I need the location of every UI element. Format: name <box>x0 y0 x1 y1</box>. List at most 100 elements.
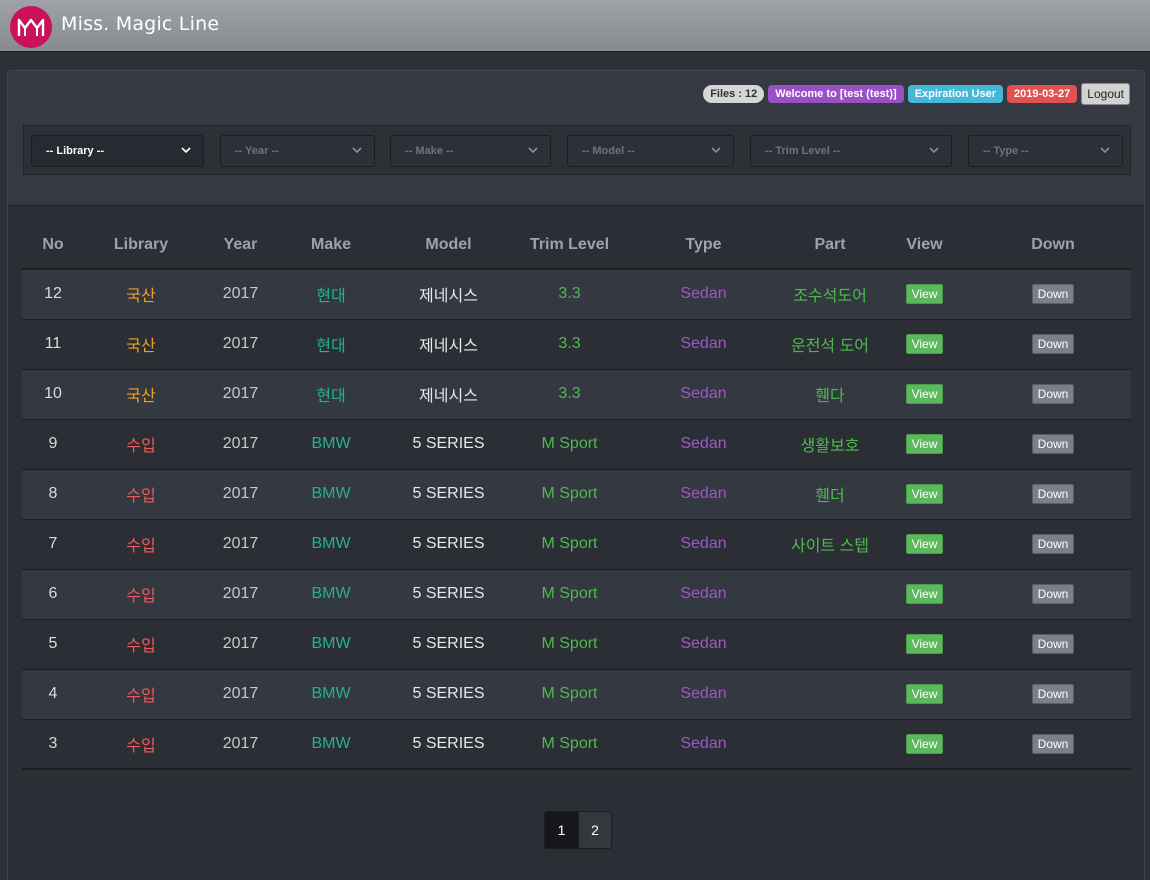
col-header-library[interactable]: Library <box>84 221 198 270</box>
page-button-2[interactable]: 2 <box>578 812 611 848</box>
view-button[interactable]: View <box>905 684 944 704</box>
cell-type: Sedan <box>621 719 786 770</box>
cell-type: Sedan <box>621 419 786 470</box>
col-header-model[interactable]: Model <box>379 221 518 270</box>
make-select[interactable]: -- Make -- <box>390 135 551 167</box>
cell-view: View <box>874 569 975 620</box>
cell-model: 5 SERIES <box>379 519 518 570</box>
download-button[interactable]: Down <box>1031 584 1075 604</box>
cell-model: 제네시스 <box>379 269 518 320</box>
type-select[interactable]: -- Type -- <box>968 135 1123 167</box>
cell-model: 5 SERIES <box>379 419 518 470</box>
cell-year: 2017 <box>198 269 283 320</box>
expiration-badge: Expiration User <box>907 85 1004 103</box>
year-select[interactable]: -- Year -- <box>220 135 375 167</box>
cell-view: View <box>874 619 975 670</box>
view-button[interactable]: View <box>905 634 944 654</box>
cell-year: 2017 <box>198 619 283 670</box>
cell-year: 2017 <box>198 519 283 570</box>
download-button[interactable]: Down <box>1031 534 1075 554</box>
download-button[interactable]: Down <box>1031 684 1075 704</box>
cell-library: 국산 <box>84 369 198 420</box>
cell-model: 5 SERIES <box>379 669 518 720</box>
download-button[interactable]: Down <box>1031 733 1075 754</box>
view-button[interactable]: View <box>905 733 944 754</box>
col-header-part[interactable]: Part <box>786 221 874 270</box>
download-button[interactable]: Down <box>1031 484 1075 504</box>
col-header-trim-level[interactable]: Trim Level <box>518 221 621 270</box>
cell-view: View <box>874 319 975 370</box>
cell-model: 제네시스 <box>379 369 518 420</box>
cell-library: 수입 <box>84 619 198 670</box>
cell-down: Down <box>975 419 1131 470</box>
cell-no: 6 <box>22 569 84 620</box>
cell-down: Down <box>975 669 1131 720</box>
cell-down: Down <box>975 519 1131 570</box>
brand-title[interactable]: Miss. Magic Line <box>61 13 220 35</box>
files-table: No Library Year Make Model Trim Level Ty… <box>22 221 1131 770</box>
cell-make: 현대 <box>283 319 379 370</box>
cell-no: 7 <box>22 519 84 570</box>
cell-make: BMW <box>283 419 379 470</box>
cell-trim: M Sport <box>518 619 621 670</box>
model-select[interactable]: -- Model -- <box>567 135 734 167</box>
library-select[interactable]: -- Library -- <box>31 135 204 167</box>
download-button[interactable]: Down <box>1031 434 1075 454</box>
view-button[interactable]: View <box>905 384 944 404</box>
chevron-down-icon <box>929 147 939 154</box>
cell-view: View <box>874 419 975 470</box>
cell-down: Down <box>975 469 1131 520</box>
cell-trim: M Sport <box>518 519 621 570</box>
cell-trim: M Sport <box>518 419 621 470</box>
cell-part: 휀다 <box>786 369 874 420</box>
download-button[interactable]: Down <box>1031 384 1075 404</box>
download-button[interactable]: Down <box>1031 634 1075 654</box>
cell-type: Sedan <box>621 269 786 320</box>
col-header-make[interactable]: Make <box>283 221 379 270</box>
view-button[interactable]: View <box>905 484 944 504</box>
expiration-date-badge: 2019-03-27 <box>1007 85 1078 103</box>
cell-year: 2017 <box>198 319 283 370</box>
col-header-year[interactable]: Year <box>198 221 283 270</box>
brand-logo[interactable] <box>10 6 52 48</box>
cell-no: 12 <box>22 269 84 320</box>
mm-monogram-icon <box>17 18 45 36</box>
make-select-label: -- Make -- <box>405 145 454 157</box>
table-row: 3 수입 2017 BMW 5 SERIES M Sport Sedan Vie… <box>22 719 1131 770</box>
cell-no: 11 <box>22 319 84 370</box>
col-header-type[interactable]: Type <box>621 221 786 270</box>
cell-down: Down <box>975 569 1131 620</box>
cell-year: 2017 <box>198 369 283 420</box>
model-select-label: -- Model -- <box>582 145 635 157</box>
cell-view: View <box>874 669 975 720</box>
table-row: 5 수입 2017 BMW 5 SERIES M Sport Sedan Vie… <box>22 619 1131 670</box>
logout-button[interactable]: Logout <box>1081 83 1130 105</box>
cell-part <box>786 569 874 620</box>
cell-view: View <box>874 369 975 420</box>
view-button[interactable]: View <box>905 334 944 354</box>
cell-type: Sedan <box>621 569 786 620</box>
cell-trim: 3.3 <box>518 369 621 420</box>
col-header-down: Down <box>975 221 1131 270</box>
cell-model: 5 SERIES <box>379 469 518 520</box>
trim-level-select[interactable]: -- Trim Level -- <box>750 135 952 167</box>
cell-make: BMW <box>283 519 379 570</box>
view-button[interactable]: View <box>905 434 944 454</box>
col-header-no[interactable]: No <box>22 221 84 270</box>
cell-part: 생활보호 <box>786 419 874 470</box>
cell-view: View <box>874 719 975 770</box>
cell-view: View <box>874 269 975 320</box>
table-row: 8 수입 2017 BMW 5 SERIES M Sport Sedan 휀더 … <box>22 469 1131 520</box>
cell-part <box>786 669 874 720</box>
download-button[interactable]: Down <box>1031 334 1075 354</box>
view-button[interactable]: View <box>905 584 944 604</box>
cell-library: 국산 <box>84 269 198 320</box>
cell-type: Sedan <box>621 369 786 420</box>
cell-year: 2017 <box>198 419 283 470</box>
cell-library: 수입 <box>84 419 198 470</box>
cell-library: 수입 <box>84 519 198 570</box>
view-button[interactable]: View <box>905 534 944 554</box>
page-button-1[interactable]: 1 <box>545 812 578 848</box>
view-button[interactable]: View <box>905 284 944 305</box>
download-button[interactable]: Down <box>1031 284 1075 305</box>
